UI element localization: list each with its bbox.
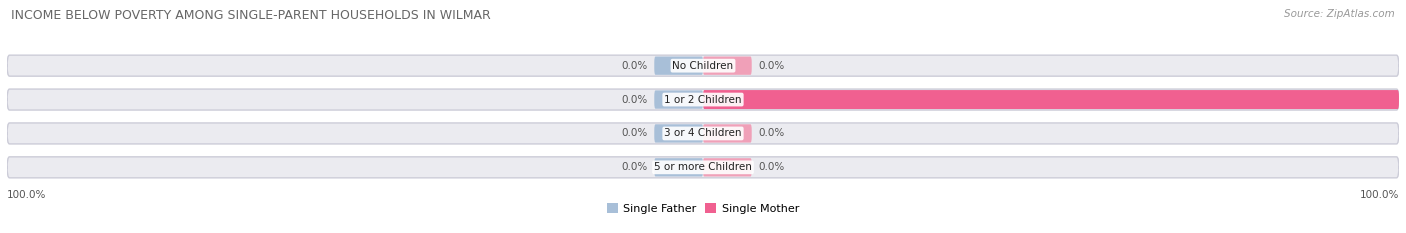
FancyBboxPatch shape bbox=[703, 158, 752, 176]
FancyBboxPatch shape bbox=[654, 124, 703, 143]
Text: 0.0%: 0.0% bbox=[759, 61, 785, 71]
FancyBboxPatch shape bbox=[654, 158, 703, 176]
Text: Source: ZipAtlas.com: Source: ZipAtlas.com bbox=[1284, 9, 1395, 19]
Text: No Children: No Children bbox=[672, 61, 734, 71]
FancyBboxPatch shape bbox=[7, 55, 1399, 76]
Text: 0.0%: 0.0% bbox=[621, 95, 647, 105]
Text: 0.0%: 0.0% bbox=[759, 128, 785, 138]
FancyBboxPatch shape bbox=[703, 90, 1399, 109]
FancyBboxPatch shape bbox=[703, 57, 752, 75]
Text: 100.0%: 100.0% bbox=[7, 190, 46, 200]
Text: 0.0%: 0.0% bbox=[621, 128, 647, 138]
Text: 0.0%: 0.0% bbox=[621, 61, 647, 71]
FancyBboxPatch shape bbox=[703, 124, 752, 143]
FancyBboxPatch shape bbox=[654, 90, 703, 109]
Text: 3 or 4 Children: 3 or 4 Children bbox=[664, 128, 742, 138]
Text: 5 or more Children: 5 or more Children bbox=[654, 162, 752, 172]
Text: 0.0%: 0.0% bbox=[759, 162, 785, 172]
FancyBboxPatch shape bbox=[7, 123, 1399, 144]
Text: INCOME BELOW POVERTY AMONG SINGLE-PARENT HOUSEHOLDS IN WILMAR: INCOME BELOW POVERTY AMONG SINGLE-PARENT… bbox=[11, 9, 491, 22]
FancyBboxPatch shape bbox=[654, 57, 703, 75]
Text: 0.0%: 0.0% bbox=[621, 162, 647, 172]
Text: 1 or 2 Children: 1 or 2 Children bbox=[664, 95, 742, 105]
Text: 100.0%: 100.0% bbox=[1360, 190, 1399, 200]
FancyBboxPatch shape bbox=[7, 89, 1399, 110]
FancyBboxPatch shape bbox=[7, 157, 1399, 178]
Legend: Single Father, Single Mother: Single Father, Single Mother bbox=[602, 199, 804, 218]
